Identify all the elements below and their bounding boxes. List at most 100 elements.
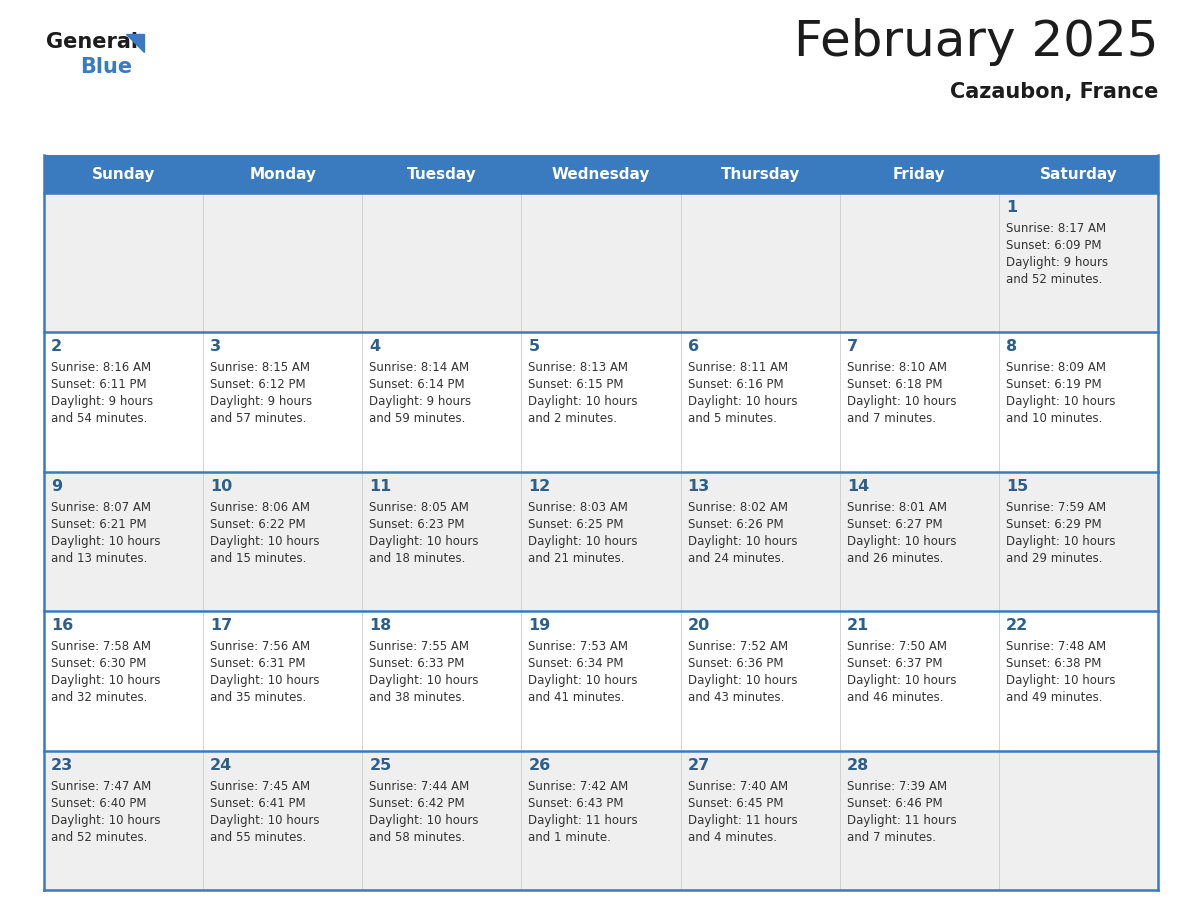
Text: Daylight: 10 hours: Daylight: 10 hours bbox=[847, 396, 956, 409]
Text: Daylight: 10 hours: Daylight: 10 hours bbox=[369, 813, 479, 826]
Text: Daylight: 11 hours: Daylight: 11 hours bbox=[847, 813, 956, 826]
Text: Sunset: 6:21 PM: Sunset: 6:21 PM bbox=[51, 518, 146, 531]
Text: Sunrise: 8:16 AM: Sunrise: 8:16 AM bbox=[51, 362, 151, 375]
Text: Daylight: 10 hours: Daylight: 10 hours bbox=[369, 674, 479, 688]
Text: Wednesday: Wednesday bbox=[551, 166, 650, 182]
Text: 22: 22 bbox=[1006, 618, 1028, 633]
Text: Sunset: 6:31 PM: Sunset: 6:31 PM bbox=[210, 657, 305, 670]
Text: Sunset: 6:19 PM: Sunset: 6:19 PM bbox=[1006, 378, 1101, 391]
Text: Sunset: 6:41 PM: Sunset: 6:41 PM bbox=[210, 797, 305, 810]
Text: 3: 3 bbox=[210, 340, 221, 354]
Text: Sunrise: 8:01 AM: Sunrise: 8:01 AM bbox=[847, 501, 947, 514]
Text: Sunrise: 8:02 AM: Sunrise: 8:02 AM bbox=[688, 501, 788, 514]
Text: Sunrise: 8:15 AM: Sunrise: 8:15 AM bbox=[210, 362, 310, 375]
Text: Sunset: 6:46 PM: Sunset: 6:46 PM bbox=[847, 797, 942, 810]
Text: Sunrise: 8:10 AM: Sunrise: 8:10 AM bbox=[847, 362, 947, 375]
Text: Daylight: 10 hours: Daylight: 10 hours bbox=[51, 674, 160, 688]
Text: Daylight: 10 hours: Daylight: 10 hours bbox=[529, 396, 638, 409]
Text: and 43 minutes.: and 43 minutes. bbox=[688, 691, 784, 704]
Text: 4: 4 bbox=[369, 340, 380, 354]
Text: Daylight: 10 hours: Daylight: 10 hours bbox=[210, 813, 320, 826]
Text: Sunset: 6:40 PM: Sunset: 6:40 PM bbox=[51, 797, 146, 810]
Text: and 1 minute.: and 1 minute. bbox=[529, 831, 612, 844]
Text: 24: 24 bbox=[210, 757, 233, 773]
Bar bbox=[44, 611, 1158, 751]
Text: Daylight: 10 hours: Daylight: 10 hours bbox=[688, 396, 797, 409]
Text: Sunset: 6:29 PM: Sunset: 6:29 PM bbox=[1006, 518, 1101, 531]
Text: Sunrise: 7:47 AM: Sunrise: 7:47 AM bbox=[51, 779, 151, 792]
Bar bbox=[44, 472, 1158, 611]
Text: Sunrise: 8:05 AM: Sunrise: 8:05 AM bbox=[369, 501, 469, 514]
Text: Sunset: 6:33 PM: Sunset: 6:33 PM bbox=[369, 657, 465, 670]
Text: Daylight: 10 hours: Daylight: 10 hours bbox=[529, 674, 638, 688]
Text: Sunrise: 7:59 AM: Sunrise: 7:59 AM bbox=[1006, 501, 1106, 514]
Text: Sunrise: 7:48 AM: Sunrise: 7:48 AM bbox=[1006, 640, 1106, 654]
Text: Daylight: 10 hours: Daylight: 10 hours bbox=[688, 674, 797, 688]
Text: Sunday: Sunday bbox=[91, 166, 156, 182]
Text: Daylight: 10 hours: Daylight: 10 hours bbox=[847, 535, 956, 548]
Polygon shape bbox=[126, 34, 144, 52]
Text: Sunset: 6:27 PM: Sunset: 6:27 PM bbox=[847, 518, 942, 531]
Text: Sunset: 6:25 PM: Sunset: 6:25 PM bbox=[529, 518, 624, 531]
Text: Daylight: 9 hours: Daylight: 9 hours bbox=[1006, 256, 1108, 269]
Text: 23: 23 bbox=[51, 757, 74, 773]
Text: Daylight: 10 hours: Daylight: 10 hours bbox=[1006, 674, 1116, 688]
Text: Sunset: 6:09 PM: Sunset: 6:09 PM bbox=[1006, 239, 1101, 252]
Text: Sunset: 6:23 PM: Sunset: 6:23 PM bbox=[369, 518, 465, 531]
Text: 8: 8 bbox=[1006, 340, 1017, 354]
Text: Friday: Friday bbox=[893, 166, 946, 182]
Text: and 4 minutes.: and 4 minutes. bbox=[688, 831, 777, 844]
Text: 11: 11 bbox=[369, 479, 392, 494]
Text: 26: 26 bbox=[529, 757, 551, 773]
Text: and 15 minutes.: and 15 minutes. bbox=[210, 552, 307, 565]
Text: February 2025: February 2025 bbox=[794, 18, 1158, 66]
Bar bbox=[44, 155, 1158, 193]
Text: Sunset: 6:26 PM: Sunset: 6:26 PM bbox=[688, 518, 783, 531]
Text: 27: 27 bbox=[688, 757, 709, 773]
Text: and 26 minutes.: and 26 minutes. bbox=[847, 552, 943, 565]
Text: Daylight: 9 hours: Daylight: 9 hours bbox=[369, 396, 472, 409]
Text: 21: 21 bbox=[847, 618, 868, 633]
Text: 15: 15 bbox=[1006, 479, 1028, 494]
Text: Saturday: Saturday bbox=[1040, 166, 1117, 182]
Text: and 7 minutes.: and 7 minutes. bbox=[847, 412, 936, 425]
Text: Daylight: 9 hours: Daylight: 9 hours bbox=[51, 396, 153, 409]
Text: Daylight: 10 hours: Daylight: 10 hours bbox=[210, 535, 320, 548]
Text: Daylight: 11 hours: Daylight: 11 hours bbox=[688, 813, 797, 826]
Text: Sunset: 6:12 PM: Sunset: 6:12 PM bbox=[210, 378, 305, 391]
Text: 10: 10 bbox=[210, 479, 233, 494]
Text: 18: 18 bbox=[369, 618, 392, 633]
Text: Sunset: 6:42 PM: Sunset: 6:42 PM bbox=[369, 797, 465, 810]
Text: Cazaubon, France: Cazaubon, France bbox=[949, 82, 1158, 102]
Text: and 35 minutes.: and 35 minutes. bbox=[210, 691, 307, 704]
Bar bbox=[44, 751, 1158, 890]
Text: Sunrise: 7:58 AM: Sunrise: 7:58 AM bbox=[51, 640, 151, 654]
Text: 28: 28 bbox=[847, 757, 868, 773]
Text: and 24 minutes.: and 24 minutes. bbox=[688, 552, 784, 565]
Text: Sunset: 6:15 PM: Sunset: 6:15 PM bbox=[529, 378, 624, 391]
Text: Sunrise: 7:45 AM: Sunrise: 7:45 AM bbox=[210, 779, 310, 792]
Text: Sunset: 6:38 PM: Sunset: 6:38 PM bbox=[1006, 657, 1101, 670]
Text: 19: 19 bbox=[529, 618, 551, 633]
Text: 9: 9 bbox=[51, 479, 62, 494]
Text: 5: 5 bbox=[529, 340, 539, 354]
Text: and 5 minutes.: and 5 minutes. bbox=[688, 412, 777, 425]
Text: Sunset: 6:18 PM: Sunset: 6:18 PM bbox=[847, 378, 942, 391]
Text: Sunrise: 7:55 AM: Sunrise: 7:55 AM bbox=[369, 640, 469, 654]
Text: Sunrise: 8:06 AM: Sunrise: 8:06 AM bbox=[210, 501, 310, 514]
Text: Sunrise: 7:53 AM: Sunrise: 7:53 AM bbox=[529, 640, 628, 654]
Text: Thursday: Thursday bbox=[720, 166, 800, 182]
Text: and 41 minutes.: and 41 minutes. bbox=[529, 691, 625, 704]
Text: Sunrise: 7:40 AM: Sunrise: 7:40 AM bbox=[688, 779, 788, 792]
Text: 2: 2 bbox=[51, 340, 62, 354]
Text: 25: 25 bbox=[369, 757, 392, 773]
Text: Sunrise: 7:39 AM: Sunrise: 7:39 AM bbox=[847, 779, 947, 792]
Text: 1: 1 bbox=[1006, 200, 1017, 215]
Bar bbox=[44, 332, 1158, 472]
Text: Sunrise: 8:03 AM: Sunrise: 8:03 AM bbox=[529, 501, 628, 514]
Text: Daylight: 10 hours: Daylight: 10 hours bbox=[529, 535, 638, 548]
Text: Sunset: 6:36 PM: Sunset: 6:36 PM bbox=[688, 657, 783, 670]
Text: Daylight: 10 hours: Daylight: 10 hours bbox=[1006, 535, 1116, 548]
Text: Sunrise: 7:42 AM: Sunrise: 7:42 AM bbox=[529, 779, 628, 792]
Text: Daylight: 10 hours: Daylight: 10 hours bbox=[51, 813, 160, 826]
